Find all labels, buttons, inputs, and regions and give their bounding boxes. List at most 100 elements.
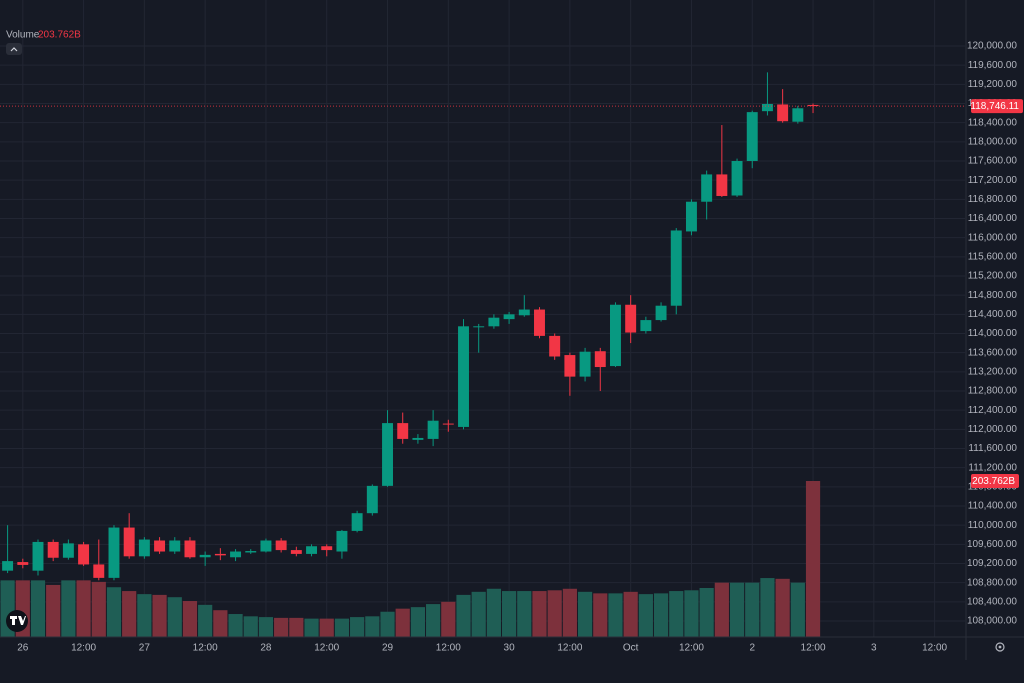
candle-body — [78, 544, 90, 565]
candle-body — [17, 562, 29, 565]
candle-body — [169, 540, 181, 552]
collapse-button-bg[interactable] — [6, 43, 22, 55]
candle-body — [336, 530, 348, 552]
volume-bar — [790, 582, 805, 637]
x-tick-label: 28 — [260, 643, 272, 654]
y-tick-label: 111,600.00 — [968, 443, 1017, 454]
candle-body — [199, 554, 211, 558]
volume-bar — [304, 618, 319, 637]
volume-bar — [501, 591, 517, 637]
y-tick-label: 114,000.00 — [968, 328, 1018, 339]
volume-bar — [61, 580, 76, 637]
collapse-button[interactable] — [6, 43, 22, 55]
volume-bar — [760, 578, 775, 637]
volume-bar — [228, 614, 243, 637]
volume-bar — [395, 608, 410, 637]
volume-bar — [486, 588, 501, 637]
volume-bar — [699, 588, 714, 637]
volume-bar — [441, 601, 456, 637]
y-tick-label: 119,600.00 — [968, 60, 1018, 71]
volume-bar — [122, 591, 137, 637]
y-tick-label: 117,600.00 — [968, 156, 1018, 167]
volume-bar — [182, 601, 198, 637]
settings-button[interactable] — [995, 642, 1005, 652]
volume-bar — [456, 594, 471, 637]
y-tick-label: 116,400.00 — [968, 213, 1018, 224]
settings-icon-center[interactable] — [998, 645, 1002, 649]
y-tick-label: 109,600.00 — [967, 539, 1017, 550]
y-tick-label: 118,400.00 — [968, 117, 1018, 128]
y-tick-label: 113,600.00 — [968, 347, 1018, 358]
y-tick-label: 112,400.00 — [968, 405, 1018, 416]
candle-body — [549, 335, 561, 357]
candle-body — [93, 564, 105, 578]
candle-body — [306, 546, 318, 554]
y-tick-label: 110,000.00 — [968, 520, 1018, 531]
candle-body — [458, 326, 469, 427]
volume-bar — [213, 610, 228, 637]
y-tick-label: 115,200.00 — [968, 271, 1018, 282]
y-tick-label: 110,400.00 — [968, 501, 1018, 512]
candle-body — [412, 437, 424, 440]
candle-body — [290, 550, 302, 554]
candle-body — [777, 104, 789, 122]
volume-bar — [669, 591, 684, 637]
x-tick-label: 12:00 — [71, 643, 96, 654]
volume-pane — [0, 481, 821, 637]
settings-icon[interactable] — [995, 642, 1005, 652]
volume-bar — [532, 591, 547, 637]
logo-bg[interactable] — [6, 610, 28, 632]
candle-body — [701, 174, 713, 202]
collapse-icon[interactable] — [10, 47, 18, 52]
y-tick-label: 119,200.00 — [968, 79, 1018, 90]
candle-body — [397, 423, 409, 439]
candle-body — [442, 423, 454, 425]
volume-bar — [577, 591, 593, 637]
candle-body — [716, 174, 728, 196]
candle-body — [138, 539, 150, 557]
y-tick-label: 112,000.00 — [968, 424, 1018, 435]
candle-body — [503, 314, 515, 320]
volume-bar — [714, 582, 729, 637]
volume-bar — [243, 616, 258, 637]
x-tick-label: 2 — [749, 643, 755, 654]
y-tick-label: 116,000.00 — [968, 232, 1018, 243]
logo[interactable] — [6, 610, 28, 632]
volume-bar — [471, 591, 486, 637]
volume-bar — [426, 604, 441, 637]
candle-body — [351, 513, 363, 531]
candle-body — [488, 317, 500, 327]
volume-bar — [623, 591, 638, 637]
candle-body — [260, 540, 272, 552]
x-tick-label: 3 — [871, 643, 877, 654]
candle-body — [366, 485, 378, 514]
y-tick-label: 114,800.00 — [968, 290, 1018, 301]
y-tick-label: 109,200.00 — [967, 558, 1017, 569]
candle-body — [731, 160, 743, 196]
last-volume-label: 203.762B — [972, 476, 1015, 487]
volume-bar — [137, 594, 152, 637]
candle-body — [640, 320, 652, 332]
volume-bar — [608, 593, 623, 637]
candle-body — [792, 108, 804, 122]
volume-bar — [410, 607, 426, 637]
y-tick-label: 111,200.00 — [968, 462, 1017, 473]
candle-body — [579, 351, 591, 377]
volume-legend-value: 203.762B — [38, 30, 81, 41]
volume-bar — [91, 581, 106, 637]
x-tick-label: 30 — [504, 643, 516, 654]
y-tick-label: 117,200.00 — [968, 175, 1018, 186]
volume-bar — [684, 590, 699, 637]
logo-mark[interactable] — [10, 616, 26, 625]
grid — [0, 0, 965, 637]
candle-body — [382, 423, 393, 486]
volume-bar — [653, 593, 669, 637]
candle-body — [655, 305, 667, 321]
candle-body — [245, 551, 257, 553]
y-tick-label: 108,400.00 — [967, 596, 1017, 607]
x-tick-label: 12:00 — [193, 643, 218, 654]
candle-body — [534, 309, 545, 336]
candle-body — [564, 355, 576, 377]
